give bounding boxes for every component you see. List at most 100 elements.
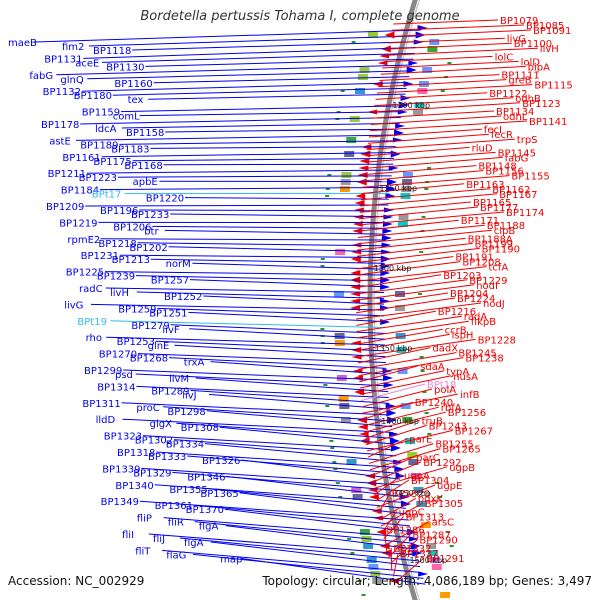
label-leader-line	[208, 393, 391, 410]
gene-label: BP1265	[442, 445, 480, 456]
label-leader-line	[56, 64, 413, 76]
label-leader-line	[368, 128, 482, 138]
gene-label: BP1340	[115, 481, 153, 492]
feature-block	[354, 88, 365, 94]
gene-label: fecR	[491, 130, 513, 141]
label-leader-line	[355, 279, 468, 295]
reverse-gene-arrow	[379, 53, 390, 59]
label-leader-line	[164, 229, 387, 235]
feature-block	[366, 557, 377, 563]
gc-marker	[335, 482, 340, 484]
kbp-tick-label: 1300 kbp	[374, 264, 412, 273]
gene-label: BPt18	[427, 380, 457, 391]
gene-label: BP1177	[480, 203, 518, 214]
gene-label: BP1305	[425, 499, 463, 510]
gene-label: ugpA	[404, 471, 430, 482]
gc-marker	[435, 482, 440, 484]
label-leader-line	[388, 37, 505, 44]
label-leader-line	[394, 557, 425, 584]
gc-marker	[332, 461, 337, 463]
label-leader-line	[241, 459, 401, 480]
label-leader-line	[356, 261, 461, 276]
label-leader-line	[194, 521, 415, 544]
gene-label: BP1229	[469, 276, 507, 287]
label-leader-line	[374, 97, 514, 107]
gene-label: BP1165	[473, 198, 511, 209]
feature-block	[429, 557, 440, 563]
kbp-tick-labels: 1200 kbp 1250 kbp 1300 kbp 1350 kbp 1400 kbp…	[374, 101, 447, 565]
label-leader-line	[119, 140, 397, 145]
reverse-gene-arrow	[388, 578, 399, 584]
gene-label: BP1370	[186, 505, 224, 516]
label-leader-line	[385, 520, 430, 546]
gc-marker	[350, 552, 355, 554]
gene-label: apbE	[133, 177, 158, 188]
label-leader-line	[163, 517, 413, 538]
gene-label: infB	[460, 390, 480, 401]
gene-label: rbfA	[441, 403, 462, 414]
label-leader-line	[150, 146, 396, 149]
reverse-gene-arrow	[350, 255, 361, 263]
feature-block	[397, 221, 408, 227]
label-leader-line	[117, 175, 392, 178]
reverse-gene-arrow	[354, 200, 365, 206]
label-leader-line	[170, 213, 388, 218]
label-leader-line	[357, 347, 431, 364]
gene-label: BP1334	[166, 440, 204, 451]
kbp-tick-label: 1200 kbp	[392, 101, 430, 110]
reverse-gene-arrow	[353, 207, 364, 213]
gene-label: BP1216	[438, 307, 476, 318]
forward-gene-arrow	[408, 60, 419, 66]
forward-gene-arrow	[399, 101, 410, 109]
label-leader-line	[135, 373, 388, 387]
reverse-gene-arrow	[358, 165, 369, 171]
label-leader-line	[119, 254, 385, 258]
gene-label: BP1361	[155, 501, 193, 512]
feature-block	[402, 417, 413, 423]
gc-marker	[320, 328, 325, 330]
gene-label: lolC	[495, 52, 514, 63]
label-leader-line	[210, 361, 387, 375]
gene-label: livF	[162, 325, 179, 336]
gene-label: BP1245	[458, 349, 496, 360]
gc-marker	[449, 545, 454, 547]
gene-label: BP1134	[496, 107, 534, 118]
feature-block	[363, 543, 374, 549]
gene-label: BP1318	[117, 448, 155, 459]
label-leader-line	[105, 287, 385, 293]
gene-label: BP1180	[74, 91, 112, 102]
label-leader-line	[356, 328, 443, 345]
label-leader-line	[368, 443, 434, 464]
label-leader-line	[367, 133, 489, 144]
feature-block	[395, 333, 406, 339]
gene-label: fecI	[484, 125, 502, 136]
gene-label: odhB	[515, 94, 541, 105]
gene-label: ispH	[452, 330, 474, 341]
gene-label: glnQ	[60, 75, 83, 86]
gene-label: BP1213	[112, 255, 150, 266]
gc-marker	[330, 447, 335, 449]
feature-block	[349, 116, 360, 122]
gene-label: BP1183	[111, 144, 149, 155]
kbp-tick-label: 1250 kbp	[379, 184, 417, 193]
gc-marker	[320, 265, 325, 267]
reverse-gene-arrow	[359, 158, 370, 164]
gene-label: nodI	[476, 281, 498, 292]
label-leader-line	[355, 274, 442, 289]
gene-label: truB	[422, 416, 443, 427]
label-leader-line	[357, 338, 476, 358]
gene-label: fliT	[135, 546, 151, 557]
gene-label: BPt17	[92, 190, 122, 201]
label-leader-line	[99, 187, 391, 191]
label-leader-line	[366, 138, 515, 151]
gene-label: BP1228	[478, 335, 516, 346]
gc-marker	[438, 496, 443, 498]
gene-label: BP1240	[415, 398, 453, 409]
label-leader-line	[357, 237, 466, 251]
gene-label: BP1299	[84, 366, 122, 377]
gene-label: BP1196	[100, 206, 138, 217]
label-leader-line	[361, 183, 465, 194]
reverse-gene-arrow	[350, 291, 361, 297]
gene-label: fliP	[137, 514, 152, 525]
gene-label: BP1141	[529, 117, 567, 128]
